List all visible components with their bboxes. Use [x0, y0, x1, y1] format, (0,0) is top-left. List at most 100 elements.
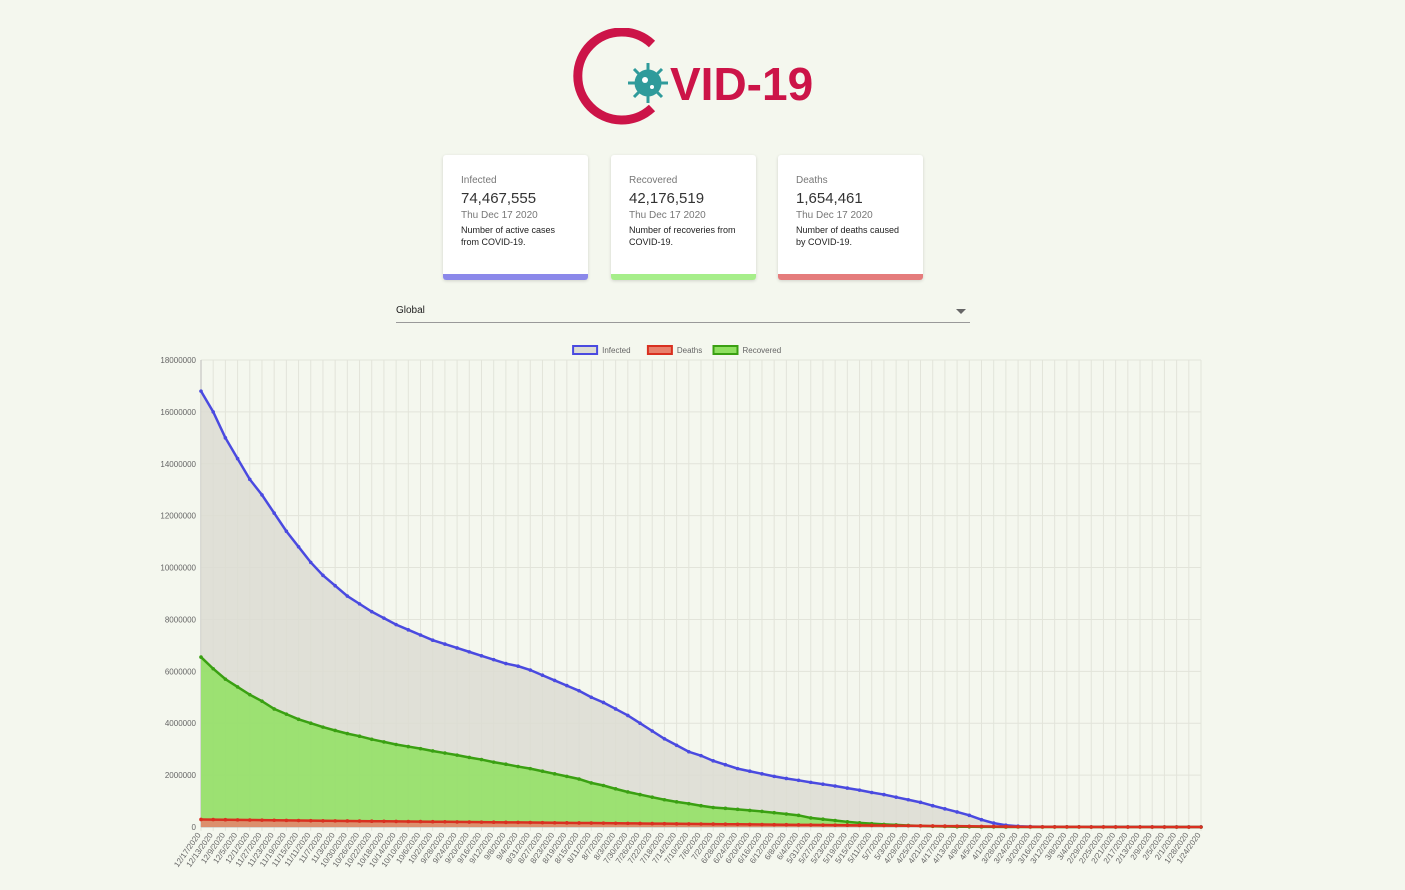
series-area [201, 819, 1201, 827]
data-point [308, 818, 313, 823]
recovered-card: Recovered 42,176,519 Thu Dec 17 2020 Num… [611, 155, 756, 280]
card-description: Number of deaths caused by COVID-19. [796, 225, 900, 247]
data-point [735, 766, 740, 771]
data-point [394, 742, 398, 747]
data-point [845, 820, 850, 824]
data-point [260, 493, 264, 497]
data-point [1162, 825, 1167, 829]
data-point [747, 808, 752, 813]
data-point [577, 821, 581, 825]
data-point [577, 688, 581, 693]
data-point [650, 821, 655, 826]
data-point [699, 803, 703, 808]
data-point [552, 678, 557, 683]
data-point [406, 628, 411, 632]
data-point [894, 795, 898, 799]
data-point [943, 824, 947, 828]
data-point [601, 821, 606, 825]
data-point [662, 821, 667, 826]
series-area [201, 657, 1201, 827]
data-point [711, 822, 715, 826]
data-point [613, 787, 618, 791]
select-arrow [956, 309, 966, 314]
data-point [491, 657, 496, 662]
data-point [638, 821, 642, 826]
logo: VID-19 [573, 28, 813, 125]
data-point [930, 824, 935, 828]
data-point [979, 817, 984, 822]
data-point [491, 820, 496, 825]
data-point [1126, 825, 1130, 829]
data-point [296, 545, 301, 549]
data-point [345, 594, 350, 598]
select-value: Global [396, 305, 425, 316]
card-title: Infected [461, 175, 497, 186]
data-point [418, 633, 423, 637]
data-point [504, 820, 508, 825]
data-point [247, 692, 252, 697]
card-bar [443, 274, 588, 280]
data-point [235, 456, 240, 461]
data-point [626, 790, 630, 794]
data-point [455, 820, 459, 824]
data-point [223, 677, 228, 681]
data-point [382, 740, 386, 744]
data-point [272, 818, 276, 823]
data-point [674, 743, 679, 748]
data-point [577, 777, 581, 781]
data-point [821, 823, 825, 827]
data-point [369, 819, 374, 823]
data-point [626, 821, 630, 826]
data-point [211, 410, 215, 414]
data-point [1004, 824, 1008, 829]
legend-label: Deaths [677, 346, 702, 355]
data-point [199, 817, 203, 822]
data-point [1089, 825, 1094, 829]
data-point [333, 819, 337, 823]
data-point [479, 653, 484, 658]
data-point [260, 818, 264, 822]
y-tick-label: 2000000 [165, 771, 197, 780]
data-point [418, 746, 423, 751]
data-point [467, 650, 472, 654]
country-select[interactable]: Global [396, 305, 970, 323]
data-point [833, 784, 837, 788]
data-point [857, 788, 862, 792]
data-point [528, 820, 533, 825]
data-point [369, 609, 374, 614]
y-tick-label: 18000000 [160, 356, 196, 365]
card-description: Number of active cases from COVID-19. [461, 225, 556, 247]
data-point [455, 753, 459, 757]
data-point [808, 823, 813, 827]
data-point [406, 744, 411, 749]
card-date: Thu Dec 17 2020 [796, 210, 873, 221]
data-point [1187, 825, 1191, 829]
data-point [467, 755, 472, 760]
data-point [1199, 825, 1203, 829]
data-point [979, 824, 984, 829]
card-bar [611, 274, 756, 280]
data-point [1150, 825, 1155, 829]
data-point [674, 821, 679, 826]
data-point [1113, 825, 1118, 829]
data-point [357, 734, 362, 738]
data-point [516, 664, 520, 668]
data-point [552, 772, 557, 776]
data-point [613, 707, 618, 711]
data-point [955, 824, 959, 828]
legend-swatch [572, 345, 599, 355]
card-value: 74,467,555 [461, 190, 537, 207]
data-point [601, 783, 606, 788]
data-point [1040, 825, 1045, 829]
data-point [869, 790, 874, 795]
y-tick-label: 16000000 [160, 408, 196, 417]
data-point [382, 616, 386, 620]
data-point [711, 759, 715, 763]
data-point [357, 602, 362, 606]
data-point [882, 823, 886, 828]
data-point [833, 823, 837, 827]
data-point [211, 817, 215, 822]
data-point [589, 821, 594, 825]
data-point [589, 695, 594, 700]
